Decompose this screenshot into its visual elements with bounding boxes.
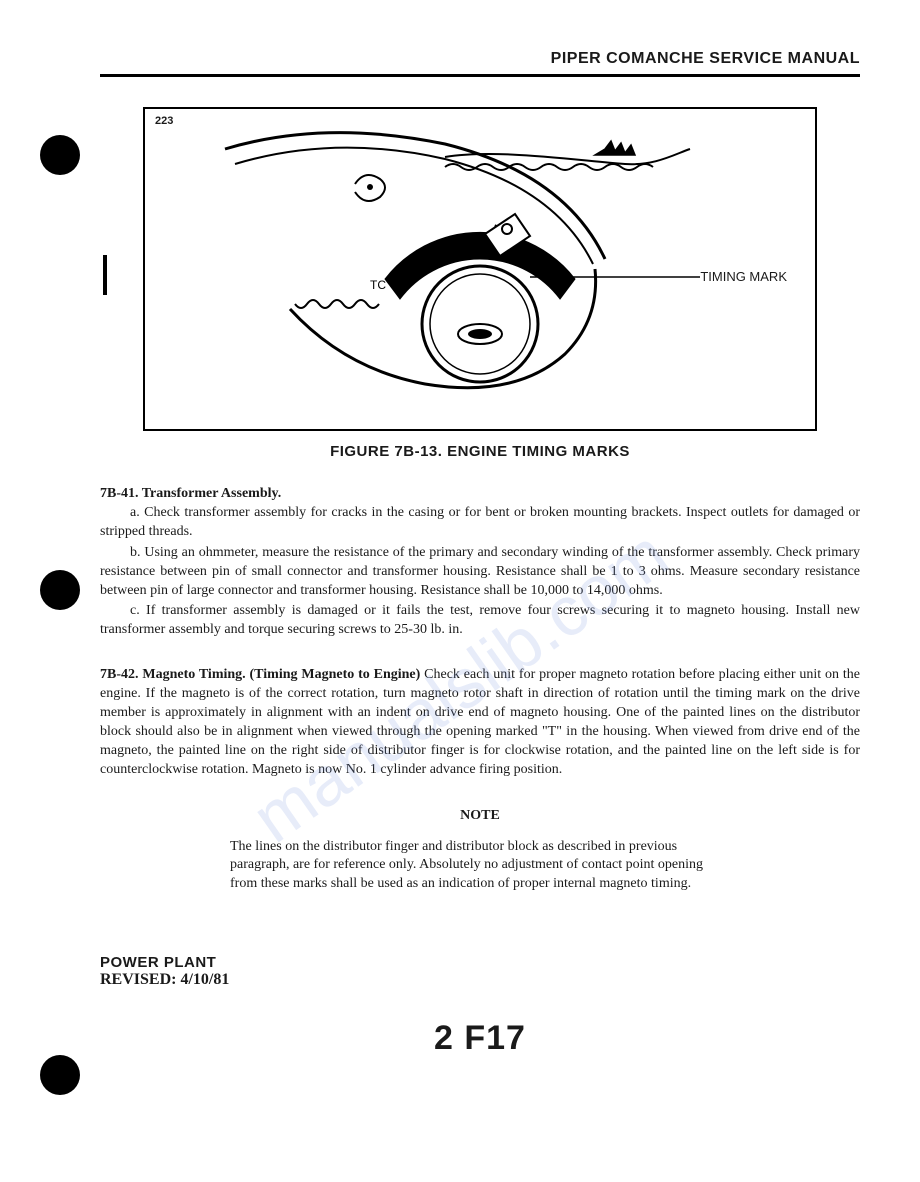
page-header-title: PIPER COMANCHE SERVICE MANUAL <box>100 50 860 68</box>
section-7b-41-b: b. Using an ohmmeter, measure the resist… <box>100 544 860 601</box>
section-7b-41-a: a. Check transformer assembly for cracks… <box>100 504 860 542</box>
document-page: PIPER COMANCHE SERVICE MANUAL 223 TIMING… <box>0 0 920 1098</box>
note-heading: NOTE <box>100 808 860 824</box>
tc-label: TC <box>370 278 386 292</box>
page-number: 2 F17 <box>100 1019 860 1058</box>
footer-revision: REVISED: 4/10/81 <box>100 971 860 989</box>
note-body: The lines on the distributor finger and … <box>230 838 730 895</box>
section-7b-42: 7B-42. Magneto Timing. (Timing Magneto t… <box>100 666 860 779</box>
figure-tag: 223 <box>155 115 173 127</box>
header-rule <box>100 74 860 77</box>
section-7b-42-body: Check each unit for proper magneto rotat… <box>100 667 860 776</box>
figure-caption: FIGURE 7B-13. ENGINE TIMING MARKS <box>100 443 860 460</box>
footer-section: POWER PLANT <box>100 954 860 971</box>
section-7b-42-title: 7B-42. Magneto Timing. (Timing Magneto t… <box>100 667 420 682</box>
timing-mark-label: TIMING MARK <box>700 269 787 284</box>
section-7b-41-c: c. If transformer assembly is damaged or… <box>100 602 860 640</box>
figure-7b-13: 223 TIMING MARK <box>143 107 817 431</box>
section-7b-41-title: 7B-41. Transformer Assembly. <box>100 486 860 502</box>
footer-block: POWER PLANT REVISED: 4/10/81 <box>100 954 860 989</box>
